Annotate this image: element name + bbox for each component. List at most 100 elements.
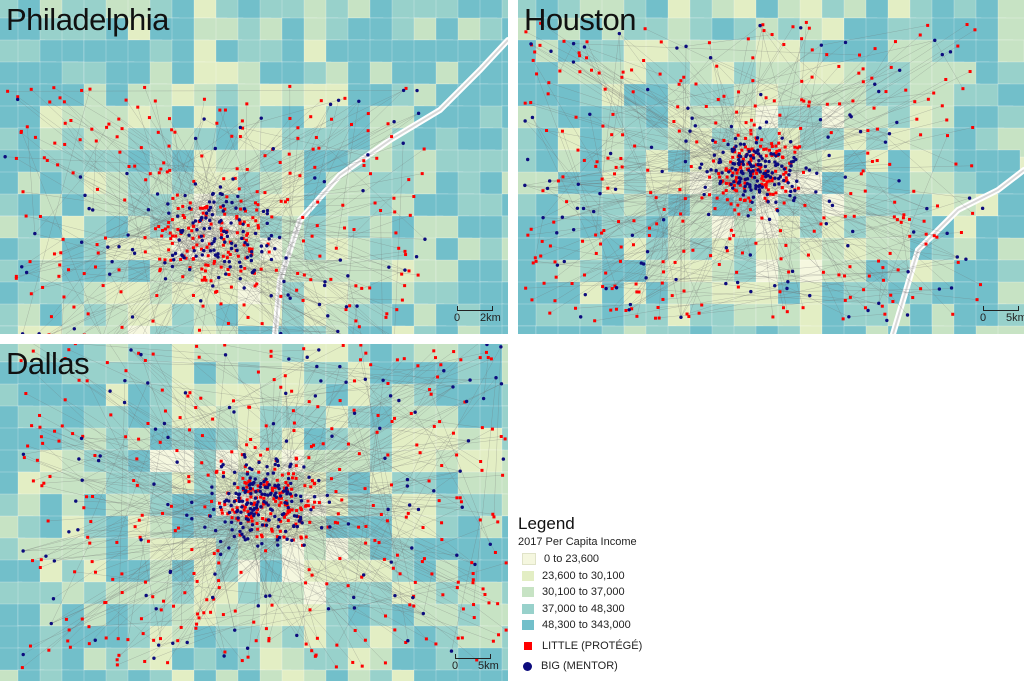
match-line [165, 118, 205, 230]
little-marker [262, 496, 266, 500]
big-marker [322, 179, 327, 184]
big-marker [788, 168, 792, 173]
big-marker [185, 513, 189, 517]
little-marker [244, 256, 248, 260]
match-line [708, 214, 821, 225]
census-tract [215, 325, 243, 334]
little-marker [85, 379, 89, 383]
little-marker [881, 266, 885, 270]
big-marker [244, 489, 248, 493]
little-marker [764, 185, 768, 189]
little-marker [316, 405, 320, 409]
match-line [105, 602, 159, 646]
census-tract [83, 669, 108, 681]
census-tract [39, 669, 70, 681]
match-line [346, 229, 355, 307]
little-marker [718, 175, 722, 179]
big-marker [730, 166, 734, 170]
big-marker [276, 525, 280, 529]
little-marker [373, 201, 377, 205]
little-marker [137, 351, 141, 355]
little-marker [94, 139, 98, 143]
little-marker [314, 135, 318, 139]
big-marker [250, 523, 255, 527]
big-marker [232, 482, 237, 486]
little-marker [229, 285, 233, 289]
match-line [566, 201, 753, 203]
little-marker [103, 236, 107, 240]
legend-swatch [522, 570, 534, 581]
match-line [544, 271, 909, 284]
little-marker [286, 198, 290, 202]
little-marker [524, 286, 528, 290]
big-marker [737, 176, 742, 180]
little-marker [741, 157, 745, 161]
big-marker [245, 646, 250, 650]
little-marker [209, 222, 213, 226]
match-line [77, 357, 481, 530]
match-line [7, 90, 404, 92]
little-marker [257, 470, 261, 474]
big-marker [737, 162, 741, 167]
big-marker [77, 457, 81, 461]
big-marker [108, 272, 112, 276]
little-marker [259, 453, 263, 457]
scale-distance-label: 5km [1006, 312, 1024, 324]
little-marker [169, 258, 173, 262]
match-line [632, 176, 728, 236]
big-marker [260, 541, 264, 546]
census-tract [623, 325, 659, 334]
match-line [251, 173, 371, 261]
little-marker [143, 236, 147, 240]
little-marker [211, 417, 215, 421]
big-marker [283, 500, 287, 505]
big-marker [793, 188, 797, 193]
little-marker [346, 584, 350, 588]
little-marker [658, 72, 662, 76]
little-marker [458, 496, 462, 500]
little-marker [334, 665, 338, 669]
big-marker [258, 489, 262, 494]
census-tract [601, 325, 627, 334]
little-marker [204, 214, 208, 218]
census-tract [281, 325, 316, 334]
little-marker [459, 358, 463, 362]
little-marker [239, 207, 243, 211]
match-line [219, 113, 419, 223]
census-tract [325, 0, 351, 21]
little-marker [202, 611, 206, 615]
little-marker [124, 435, 128, 439]
census-tract [501, 537, 508, 565]
match-line [250, 406, 318, 484]
little-marker [819, 222, 823, 226]
match-line [107, 222, 222, 248]
little-marker [120, 591, 124, 595]
little-marker [246, 232, 250, 236]
little-marker [689, 165, 693, 169]
match-line [227, 236, 340, 334]
big-marker [788, 140, 793, 144]
census-tract [193, 669, 233, 681]
match-line [573, 43, 860, 56]
little-marker [738, 197, 742, 201]
match-line [59, 97, 202, 218]
big-marker [232, 410, 236, 414]
match-line [191, 519, 301, 550]
match-line [550, 245, 810, 296]
census-tract [259, 325, 283, 334]
little-marker [158, 440, 162, 444]
match-line [759, 191, 782, 259]
legend-big-entry: BIG (MENTOR) [518, 658, 718, 675]
little-marker [748, 208, 752, 212]
little-marker [246, 315, 250, 319]
match-line [736, 111, 890, 134]
big-marker [44, 554, 48, 558]
match-line [222, 194, 402, 275]
big-marker [290, 499, 294, 504]
legend-income-class: 30,100 to 37,000 [518, 584, 718, 601]
match-line [261, 471, 461, 508]
big-marker [555, 263, 560, 267]
little-marker [45, 158, 49, 162]
little-marker [742, 186, 746, 190]
match-line [614, 57, 711, 174]
